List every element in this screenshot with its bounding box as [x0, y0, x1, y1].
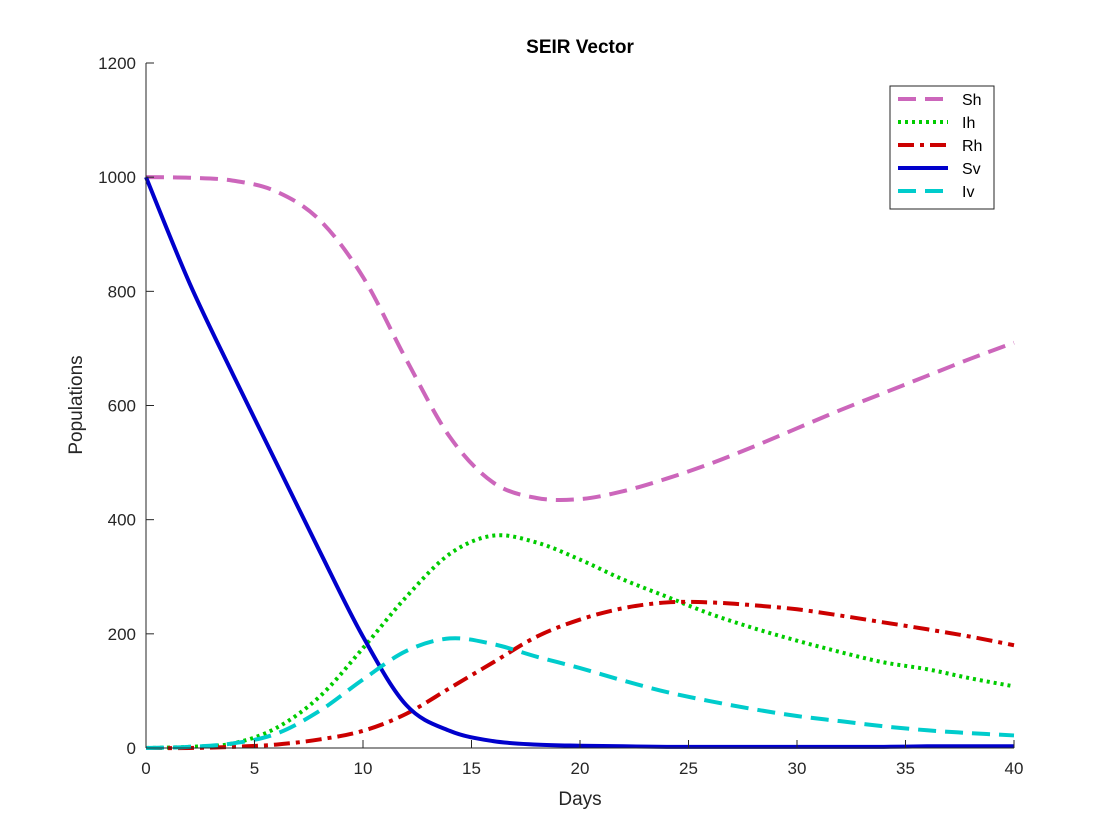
x-tick-label: 0 — [141, 759, 150, 778]
x-tick-label: 30 — [788, 759, 807, 778]
series-layer — [144, 175, 1015, 751]
x-tick-label: 20 — [571, 759, 590, 778]
plot-area — [146, 63, 1014, 748]
series-line-rh — [145, 599, 1015, 751]
y-tick-label: 0 — [127, 739, 136, 758]
y-tick-label: 400 — [108, 511, 136, 530]
x-tick-label: 15 — [462, 759, 481, 778]
y-tick-label: 1000 — [98, 168, 136, 187]
series-line-sh — [145, 175, 1015, 503]
x-axis-label: Days — [558, 789, 601, 810]
x-tick-label: 35 — [896, 759, 915, 778]
legend-label-sv: Sv — [962, 161, 981, 178]
x-tick-label: 40 — [1005, 759, 1024, 778]
y-axis-label: Populations — [66, 355, 87, 454]
series-line-ih — [145, 533, 1015, 750]
legend-label-rh: Rh — [962, 138, 982, 155]
x-tick-label: 10 — [354, 759, 373, 778]
series-line-sv — [144, 176, 1014, 749]
legend-box — [889, 85, 995, 210]
y-tick-label: 200 — [108, 625, 136, 644]
legend-label-sh: Sh — [962, 92, 982, 109]
chart-title: SEIR Vector — [526, 37, 634, 58]
y-tick-label: 800 — [108, 282, 136, 301]
y-tick-label: 600 — [108, 397, 136, 416]
x-tick-label: 25 — [679, 759, 698, 778]
y-tick-label: 1200 — [98, 54, 136, 73]
legend-label-ih: Ih — [962, 115, 975, 132]
x-tick-label: 5 — [250, 759, 259, 778]
legend: Sh Ih Rh Sv Iv — [889, 85, 995, 210]
series-line-iv — [145, 636, 1015, 750]
legend-label-iv: Iv — [962, 184, 974, 201]
